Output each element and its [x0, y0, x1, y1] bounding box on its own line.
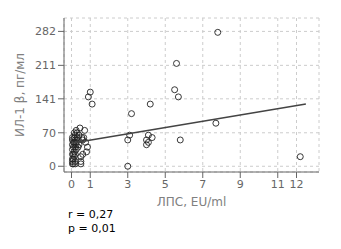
svg-text:12: 12 [290, 178, 304, 191]
svg-text:ИЛ-1 β, пг/мл: ИЛ-1 β, пг/мл [13, 53, 27, 137]
svg-text:9: 9 [237, 178, 244, 191]
html-text:p = 0,01: p = 0,01 [68, 222, 116, 235]
svg-text:211: 211 [35, 59, 56, 72]
svg-text:0: 0 [68, 178, 75, 191]
svg-text:0: 0 [49, 160, 56, 173]
svg-text:5: 5 [162, 178, 169, 191]
svg-text:70: 70 [42, 127, 56, 140]
svg-text:1: 1 [87, 178, 94, 191]
svg-text:7: 7 [199, 178, 206, 191]
html-text:r = 0,27: r = 0,27 [68, 208, 114, 221]
svg-text:11: 11 [271, 178, 285, 191]
svg-text:ЛПС, EU/ml: ЛПС, EU/ml [157, 195, 227, 208]
svg-text:141: 141 [35, 93, 56, 106]
svg-text:282: 282 [35, 25, 56, 38]
svg-text:3: 3 [124, 178, 131, 191]
